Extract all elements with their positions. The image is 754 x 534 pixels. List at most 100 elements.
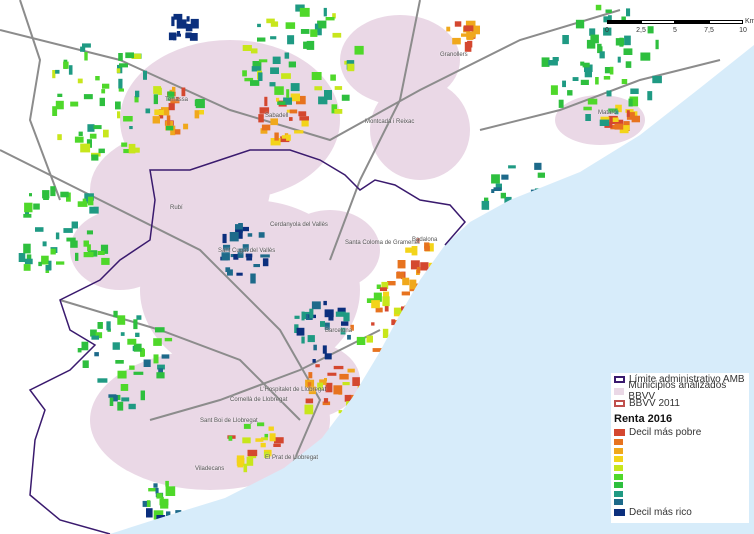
census-tract: [101, 257, 110, 265]
census-tract: [313, 344, 317, 351]
scale-tick: 0: [605, 27, 609, 34]
legend-title: Renta 2016: [614, 413, 673, 425]
census-tract: [296, 327, 305, 336]
census-tract: [383, 291, 390, 301]
census-tract: [50, 248, 56, 255]
census-tract: [121, 142, 128, 147]
legend-swatch: [614, 508, 625, 516]
legend-swatch: [614, 387, 625, 395]
census-tract: [471, 25, 480, 35]
census-tract: [312, 359, 316, 363]
census-tract: [311, 301, 321, 310]
place-label: Sant Cugat del Vallès: [218, 248, 276, 254]
census-tract: [619, 127, 629, 134]
census-tract: [277, 101, 286, 105]
legend-swatch: [614, 490, 623, 497]
census-tract: [624, 35, 631, 46]
census-tract: [45, 265, 52, 271]
scale-unit: Km: [745, 18, 754, 25]
census-tract: [575, 19, 585, 29]
municipio-area: [70, 210, 170, 290]
census-tract: [173, 13, 183, 20]
census-tract: [269, 82, 276, 87]
census-tract: [331, 104, 338, 114]
place-label: Cornellà de Llobregat: [230, 397, 288, 403]
scale-tick: 10: [739, 27, 747, 34]
municipio-area: [280, 210, 380, 290]
census-tract: [628, 98, 633, 107]
legend-decile-4: [611, 455, 749, 464]
census-tract: [630, 88, 639, 94]
census-tract: [626, 8, 631, 17]
legend-decile-6: [611, 472, 749, 481]
census-tract: [341, 94, 350, 101]
census-tract: [115, 101, 121, 110]
census-tract: [161, 107, 170, 116]
census-tract: [328, 316, 334, 321]
amb-boundary: [28, 149, 466, 534]
census-tract: [91, 154, 99, 161]
census-tract: [176, 19, 187, 29]
census-tract: [242, 437, 251, 444]
legend-decile-3: [611, 447, 749, 456]
census-tract: [83, 240, 89, 247]
place-label: Sant Boi de Llobregat: [200, 418, 258, 424]
census-tract: [129, 365, 135, 370]
census-tract: [287, 35, 295, 45]
municipio-area: [240, 340, 360, 420]
census-tract: [323, 7, 327, 17]
census-tract: [322, 401, 331, 406]
census-tract: [165, 480, 169, 487]
census-tract: [260, 128, 268, 134]
census-tract: [186, 16, 190, 22]
census-tract: [160, 496, 164, 504]
census-tract: [164, 337, 173, 342]
census-tract: [537, 172, 545, 178]
census-tract: [621, 16, 626, 21]
census-tract: [71, 221, 78, 229]
census-tract: [264, 433, 269, 438]
census-tract: [310, 29, 318, 37]
census-tract: [140, 390, 145, 401]
legend-label: Decil más rico: [629, 506, 692, 518]
census-tract: [493, 187, 502, 191]
census-tract: [580, 61, 585, 66]
legend-swatch: [614, 465, 623, 472]
census-tract: [583, 106, 592, 111]
census-tract: [327, 372, 337, 376]
census-tract: [194, 110, 200, 119]
census-tract: [56, 261, 65, 265]
census-tract: [143, 359, 151, 367]
census-tract: [333, 385, 343, 395]
census-tract: [70, 101, 79, 107]
census-tract: [183, 23, 189, 28]
census-tract: [244, 77, 254, 82]
census-tract: [587, 98, 598, 105]
census-tract: [118, 53, 123, 61]
census-tract: [324, 353, 332, 360]
census-tract: [324, 90, 332, 100]
census-tract: [552, 57, 559, 62]
census-tract: [117, 401, 124, 411]
census-tract: [89, 206, 99, 214]
census-tract: [322, 345, 327, 354]
census-tract: [143, 70, 147, 80]
census-tract: [117, 315, 126, 325]
census-tract: [257, 422, 265, 427]
census-tract: [86, 230, 93, 235]
census-tract: [99, 97, 105, 107]
census-tract: [284, 52, 290, 59]
census-tract: [247, 233, 253, 237]
legend-decile-7: [611, 481, 749, 490]
census-tract: [236, 455, 245, 463]
census-tract: [286, 89, 290, 98]
census-tract: [93, 125, 102, 130]
census-tract: [623, 48, 633, 55]
census-tract: [43, 196, 49, 200]
census-tract: [339, 373, 349, 380]
legend-label: BBVV 2011: [629, 397, 680, 409]
census-tract: [83, 252, 94, 258]
census-tract: [558, 99, 564, 108]
census-tract: [152, 116, 160, 124]
